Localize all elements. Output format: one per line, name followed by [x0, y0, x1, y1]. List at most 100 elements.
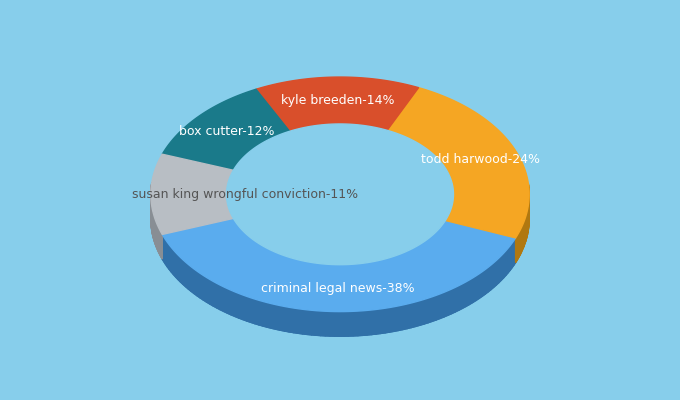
Polygon shape [362, 310, 367, 335]
Polygon shape [307, 310, 311, 335]
Polygon shape [428, 237, 430, 263]
Polygon shape [398, 305, 403, 330]
Polygon shape [354, 264, 356, 289]
Polygon shape [169, 245, 171, 272]
Polygon shape [296, 259, 299, 284]
Polygon shape [342, 265, 345, 289]
Polygon shape [415, 301, 420, 326]
Polygon shape [488, 265, 491, 292]
Polygon shape [237, 225, 239, 251]
Polygon shape [438, 228, 439, 254]
Polygon shape [239, 294, 243, 320]
Polygon shape [376, 309, 380, 334]
Polygon shape [191, 267, 194, 294]
Polygon shape [407, 250, 409, 276]
Polygon shape [432, 234, 434, 260]
Polygon shape [444, 220, 445, 247]
Polygon shape [176, 252, 178, 280]
Polygon shape [330, 312, 335, 336]
Polygon shape [299, 260, 302, 285]
Polygon shape [367, 310, 371, 335]
Polygon shape [437, 230, 438, 256]
Polygon shape [348, 264, 351, 289]
Polygon shape [339, 265, 342, 289]
Polygon shape [260, 244, 262, 270]
Polygon shape [362, 263, 364, 288]
Polygon shape [307, 262, 309, 287]
Polygon shape [316, 311, 321, 336]
Polygon shape [436, 294, 440, 320]
Polygon shape [318, 263, 320, 288]
Polygon shape [285, 306, 289, 332]
Polygon shape [512, 240, 514, 268]
Polygon shape [395, 255, 398, 280]
Polygon shape [506, 248, 508, 276]
Polygon shape [302, 260, 304, 286]
Polygon shape [246, 234, 248, 260]
Polygon shape [286, 256, 289, 282]
Polygon shape [289, 257, 292, 282]
Polygon shape [163, 89, 290, 170]
Polygon shape [349, 311, 353, 336]
Polygon shape [298, 309, 303, 334]
Polygon shape [351, 264, 354, 289]
Polygon shape [398, 254, 400, 280]
Polygon shape [435, 231, 437, 257]
Polygon shape [197, 271, 200, 298]
Polygon shape [407, 303, 411, 329]
Polygon shape [334, 264, 337, 289]
Polygon shape [151, 179, 233, 259]
Polygon shape [239, 226, 240, 252]
Polygon shape [276, 305, 280, 330]
Polygon shape [473, 276, 476, 303]
Polygon shape [337, 265, 339, 289]
Polygon shape [383, 259, 386, 284]
Polygon shape [273, 251, 275, 276]
Polygon shape [420, 243, 422, 269]
Polygon shape [294, 259, 296, 284]
Polygon shape [377, 260, 380, 285]
Polygon shape [256, 242, 258, 268]
Polygon shape [280, 306, 285, 331]
Polygon shape [420, 300, 424, 325]
Polygon shape [427, 238, 428, 264]
Polygon shape [277, 253, 279, 278]
Polygon shape [380, 260, 383, 285]
Polygon shape [496, 258, 498, 285]
Polygon shape [263, 302, 267, 327]
Text: susan king wrongful conviction-11%: susan king wrongful conviction-11% [132, 188, 358, 201]
Polygon shape [178, 255, 181, 282]
Polygon shape [370, 262, 373, 287]
Polygon shape [439, 227, 441, 253]
Polygon shape [203, 275, 207, 302]
Polygon shape [255, 299, 259, 325]
Polygon shape [386, 258, 388, 284]
Polygon shape [163, 234, 164, 262]
Polygon shape [311, 310, 316, 335]
Polygon shape [264, 246, 266, 272]
Polygon shape [224, 287, 228, 313]
Polygon shape [171, 248, 173, 275]
Polygon shape [258, 243, 260, 269]
Polygon shape [367, 262, 370, 287]
Polygon shape [207, 278, 210, 304]
Polygon shape [151, 154, 233, 234]
Polygon shape [522, 224, 523, 250]
Polygon shape [256, 102, 419, 156]
Polygon shape [183, 260, 186, 287]
Polygon shape [315, 263, 318, 288]
Polygon shape [289, 307, 294, 333]
Polygon shape [163, 243, 515, 336]
Polygon shape [244, 232, 246, 258]
Polygon shape [228, 288, 231, 315]
Polygon shape [194, 269, 197, 296]
Polygon shape [411, 302, 415, 328]
Polygon shape [418, 244, 420, 270]
Polygon shape [498, 256, 501, 283]
Polygon shape [440, 292, 444, 318]
Polygon shape [163, 114, 290, 195]
Polygon shape [403, 252, 405, 278]
Polygon shape [424, 298, 428, 324]
Polygon shape [303, 309, 307, 334]
Polygon shape [444, 291, 447, 317]
